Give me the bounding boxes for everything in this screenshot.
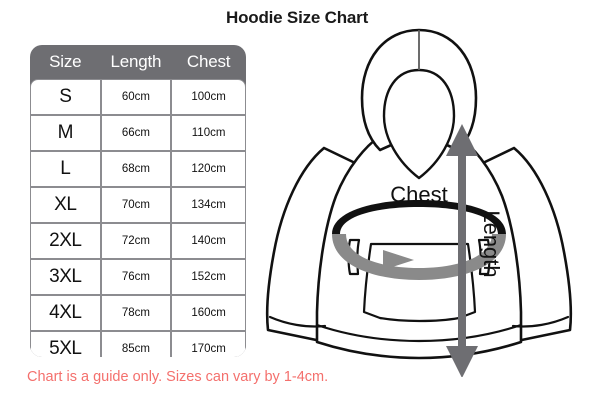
column-header-chest: Chest: [186, 52, 231, 71]
table-row: M 66cm 110cm: [30, 115, 246, 151]
table-row: 5XL 85cm 170cm: [30, 331, 246, 357]
page-title: Hoodie Size Chart: [226, 8, 369, 27]
cell-size: 4XL: [30, 295, 101, 331]
cell-length: 68cm: [100, 151, 172, 187]
cell-chest: 110cm: [171, 115, 246, 151]
cell-chest: 120cm: [171, 151, 246, 187]
cell-chest: 134cm: [171, 187, 246, 223]
hoodie-diagram: Chest Length: [262, 12, 600, 377]
length-label: Length: [479, 210, 504, 277]
chest-label: Chest: [390, 182, 447, 207]
cell-chest: 152cm: [171, 259, 246, 295]
cell-size: L: [30, 151, 101, 187]
cell-chest: 170cm: [171, 331, 246, 357]
hoodie-left-cuff-icon: [268, 315, 327, 328]
size-chart-table: Size Length Chest S 60cm 100cm M 66cm 11…: [30, 45, 246, 357]
table-row: 4XL 78cm 160cm: [30, 295, 246, 331]
cell-size: 5XL: [30, 331, 101, 357]
cell-length: 85cm: [100, 331, 172, 357]
disclaimer-note: Chart is a guide only. Sizes can vary by…: [27, 369, 329, 385]
table-header-row: Size Length Chest: [30, 45, 246, 79]
table-row: 3XL 76cm 152cm: [30, 259, 246, 295]
cell-length: 60cm: [100, 79, 172, 115]
cell-length: 76cm: [100, 259, 172, 295]
column-header-size: Size: [49, 52, 82, 71]
table-row: L 68cm 120cm: [30, 151, 246, 187]
cell-chest: 140cm: [171, 223, 246, 259]
table-row: XL 70cm 134cm: [30, 187, 246, 223]
cell-chest: 100cm: [171, 79, 246, 115]
length-measure-arrow-icon: [446, 124, 478, 377]
hoodie-hood-icon: [360, 28, 478, 180]
hoodie-waistband-icon: [315, 323, 523, 343]
cell-size: XL: [30, 187, 101, 223]
cell-size: 2XL: [30, 223, 101, 259]
table-row: S 60cm 100cm: [30, 79, 246, 115]
column-header-length: Length: [110, 52, 162, 71]
cell-size: M: [30, 115, 101, 151]
cell-length: 78cm: [100, 295, 172, 331]
cell-size: 3XL: [30, 259, 101, 295]
hoodie-right-cuff-icon: [511, 315, 570, 328]
cell-size: S: [30, 79, 101, 115]
cell-length: 72cm: [100, 223, 172, 259]
cell-length: 70cm: [100, 187, 172, 223]
table-row: 2XL 72cm 140cm: [30, 223, 246, 259]
cell-length: 66cm: [100, 115, 172, 151]
cell-chest: 160cm: [171, 295, 246, 331]
